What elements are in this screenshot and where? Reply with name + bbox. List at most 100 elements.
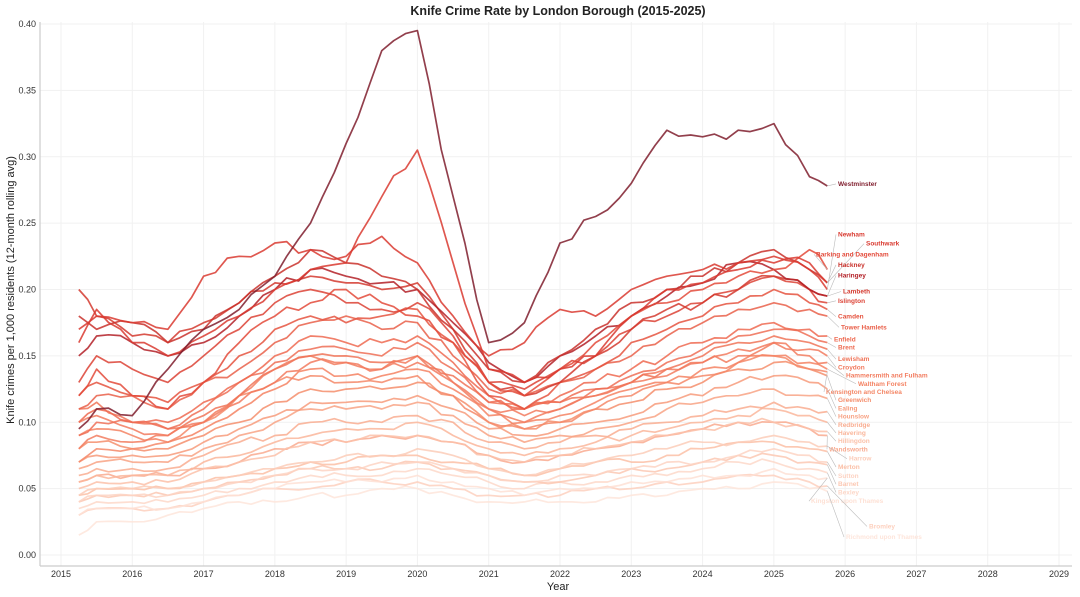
- leader-line: [827, 342, 837, 348]
- series-line-enfield: [78, 321, 828, 424]
- x-tick-label: 2026: [835, 569, 855, 579]
- y-tick-label: 0.20: [18, 285, 36, 295]
- x-tick-label: 2027: [906, 569, 926, 579]
- y-tick-label: 0.25: [18, 218, 36, 228]
- borough-label: Haringey: [838, 273, 866, 280]
- borough-label: Bexley: [838, 489, 859, 496]
- x-tick-label: 2017: [194, 569, 214, 579]
- borough-label: Tower Hamlets: [841, 324, 887, 331]
- x-tick-label: 2024: [693, 569, 713, 579]
- leader-line: [827, 445, 848, 460]
- leader-line: [827, 451, 837, 468]
- x-tick-label: 2020: [407, 569, 427, 579]
- borough-label: Wandsworth: [829, 446, 868, 453]
- grid-lines: [40, 22, 1072, 566]
- axes: 2015 2016 2017 2018 2019 2020 2021 2022 2023 2024…: [18, 19, 1072, 579]
- series-lines: [78, 29, 829, 536]
- x-tick-label: 2021: [479, 569, 499, 579]
- series-line-ealing: [78, 374, 828, 463]
- y-tick-label: 0.15: [18, 351, 36, 361]
- leader-line: [823, 371, 828, 393]
- leader-line: [827, 491, 845, 538]
- borough-label: Enfield: [834, 336, 856, 343]
- leader-line: [827, 300, 837, 304]
- series-line-newham: [78, 235, 828, 357]
- y-tick-label: 0.40: [18, 19, 36, 29]
- leader-line: [827, 355, 837, 368]
- leader-line: [827, 335, 833, 340]
- series-line-waltham-forest: [78, 354, 828, 444]
- leader-line: [827, 485, 868, 527]
- borough-label: Bromley: [869, 523, 895, 530]
- y-tick-label: 0.00: [18, 550, 36, 560]
- series-line-bexley: [78, 458, 828, 510]
- leader-line: [827, 362, 845, 376]
- leader-line: [827, 388, 837, 409]
- borough-label: Sutton: [838, 473, 859, 480]
- series-line-barking-and-dagenham: [78, 248, 829, 410]
- leader-line: [827, 464, 837, 485]
- x-tick-label: 2023: [621, 569, 641, 579]
- leader-line: [827, 431, 837, 442]
- borough-label: Havering: [838, 430, 866, 437]
- y-tick-label: 0.05: [18, 484, 36, 494]
- series-line-hackney: [78, 248, 828, 384]
- borough-label: Harrow: [849, 456, 872, 463]
- borough-label: Ealing: [838, 405, 858, 412]
- plot-area: [40, 22, 1072, 566]
- borough-label: Croydon: [838, 364, 865, 371]
- borough-label: Hammersmith and Fulham: [846, 373, 928, 380]
- borough-label: Kensington and Chelsea: [826, 389, 902, 396]
- y-tick-label: 0.10: [18, 417, 36, 427]
- x-tick-label: 2022: [550, 569, 570, 579]
- series-line-westminster: [78, 29, 828, 430]
- series-line-croydon: [78, 341, 828, 437]
- series-line-lewisham: [78, 335, 828, 430]
- x-axis-label: Year: [547, 581, 570, 593]
- series-line-richmond-upon-thames: [78, 481, 828, 536]
- borough-label: Hounslow: [838, 414, 870, 421]
- borough-label: Merton: [838, 464, 860, 471]
- borough-label: Brent: [838, 344, 856, 351]
- borough-label: Richmond upon Thames: [846, 534, 922, 541]
- leader-line: [827, 375, 837, 401]
- x-tick-label: 2028: [978, 569, 998, 579]
- x-tick-label: 2025: [764, 569, 784, 579]
- borough-label: Kingston upon Thames: [811, 498, 884, 505]
- leader-line: [827, 183, 837, 187]
- leader-line: [827, 422, 837, 434]
- leader-line: [827, 315, 840, 328]
- chart-title: Knife Crime Rate by London Borough (2015…: [410, 4, 705, 18]
- borough-label: Camden: [838, 314, 864, 321]
- x-tick-label: 2029: [1049, 569, 1069, 579]
- x-tick-label: 2016: [122, 569, 142, 579]
- series-line-redbridge: [78, 401, 828, 477]
- series-line-hillingdon: [78, 417, 828, 490]
- x-tick-label: 2019: [336, 569, 356, 579]
- leader-line: [813, 254, 828, 270]
- series-line-harrow: [78, 434, 828, 497]
- series-line-hounslow: [78, 388, 828, 470]
- series-line-sutton: [78, 447, 828, 503]
- borough-label: Southwark: [866, 241, 900, 248]
- borough-label: Lewisham: [838, 356, 870, 363]
- leader-line: [827, 309, 837, 317]
- leader-line: [827, 368, 857, 385]
- leader-line: [808, 477, 828, 502]
- x-tick-label: 2015: [51, 569, 71, 579]
- borough-label: Lambeth: [843, 288, 870, 295]
- series-line-kingston-upon-thames: [78, 467, 828, 516]
- leader-line: [827, 472, 837, 493]
- y-tick-label: 0.35: [18, 85, 36, 95]
- leader-line: [827, 411, 837, 425]
- leader-line: [827, 398, 837, 417]
- borough-label: Islington: [838, 298, 865, 305]
- series-line-bromley: [78, 473, 828, 516]
- borough-label: Newham: [838, 231, 865, 238]
- series-line-brent: [78, 328, 828, 437]
- borough-label: Waltham Forest: [858, 381, 907, 388]
- series-line-southwark: [78, 149, 828, 384]
- leader-line: [827, 291, 842, 297]
